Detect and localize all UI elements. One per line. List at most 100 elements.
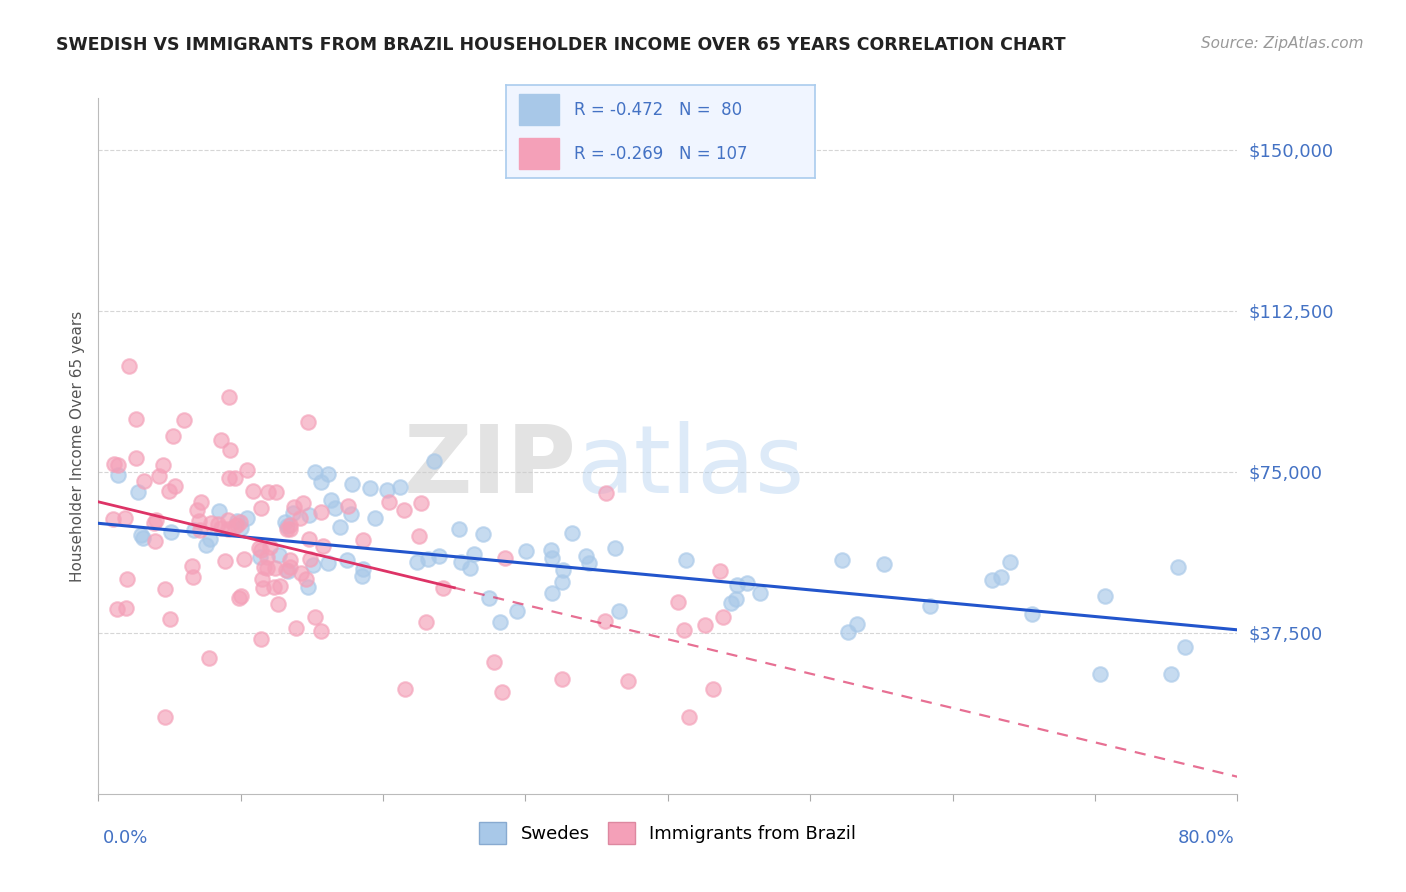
Point (157, 484, 180, 499)
Point (103, 457, 125, 471)
Point (295, 572, 318, 586)
Point (725, 578, 748, 592)
Point (114, 510, 136, 524)
Point (711, 610, 734, 624)
Point (489, 615, 512, 630)
Point (274, 515, 297, 529)
Point (127, 484, 149, 499)
Point (280, 553, 302, 567)
Point (494, 550, 516, 565)
Point (427, 549, 450, 564)
Point (394, 681, 416, 696)
Point (675, 552, 697, 566)
Point (352, 562, 374, 576)
Point (352, 569, 374, 583)
Point (253, 559, 276, 574)
Point (725, 591, 748, 606)
Point (595, 486, 617, 500)
Point (515, 543, 537, 558)
Point (352, 533, 374, 548)
Point (482, 655, 505, 669)
Point (709, 564, 731, 578)
Point (340, 477, 363, 491)
Point (218, 390, 240, 404)
Point (1000, 555, 1022, 569)
Point (115, 572, 138, 586)
Point (831, 553, 853, 567)
Point (578, 556, 600, 570)
Point (749, 586, 772, 600)
Point (720, 596, 742, 610)
Point (233, 551, 256, 566)
Point (263, 580, 285, 594)
Point (278, 518, 301, 533)
Point (256, 549, 278, 564)
Point (735, 575, 758, 590)
Point (173, 413, 195, 427)
Text: atlas: atlas (576, 421, 806, 513)
Point (561, 526, 583, 541)
Point (575, 549, 598, 563)
Point (920, 599, 942, 614)
Point (159, 612, 181, 626)
Point (242, 484, 264, 499)
Point (491, 685, 513, 699)
Point (188, 523, 211, 537)
Point (309, 505, 332, 519)
Point (229, 521, 252, 535)
Point (198, 651, 221, 665)
Point (678, 709, 700, 723)
Point (607, 604, 630, 618)
Point (229, 589, 252, 603)
Point (477, 591, 499, 606)
Point (276, 522, 298, 536)
Point (107, 467, 129, 482)
Point (1021, 607, 1043, 622)
Point (134, 474, 156, 488)
Point (312, 539, 335, 553)
Point (408, 529, 430, 543)
Point (873, 557, 896, 571)
Point (304, 465, 326, 479)
Point (252, 572, 274, 586)
Point (124, 451, 146, 466)
Point (148, 469, 170, 483)
Point (329, 520, 352, 534)
Point (359, 481, 381, 495)
Point (309, 475, 332, 490)
Point (364, 511, 387, 525)
Point (217, 522, 239, 536)
Point (666, 595, 689, 609)
Point (249, 500, 271, 515)
Point (160, 524, 183, 539)
Point (1174, 640, 1197, 654)
Point (593, 614, 616, 628)
Text: 80.0%: 80.0% (1178, 829, 1234, 847)
Point (276, 563, 298, 577)
Point (219, 442, 242, 457)
Point (415, 615, 437, 629)
Point (226, 518, 249, 533)
Point (155, 582, 177, 596)
Point (297, 415, 319, 429)
Point (224, 519, 246, 533)
Point (298, 552, 321, 566)
Point (236, 463, 259, 477)
Point (336, 499, 359, 513)
Point (288, 511, 311, 525)
Point (298, 508, 321, 522)
Point (423, 454, 446, 468)
Text: R = -0.269   N = 107: R = -0.269 N = 107 (574, 145, 748, 162)
Point (846, 616, 869, 631)
Point (259, 540, 281, 554)
Point (1160, 666, 1182, 681)
Point (153, 709, 176, 723)
Point (309, 624, 332, 639)
Point (214, 554, 236, 568)
Point (540, 543, 562, 558)
Point (297, 580, 319, 594)
Point (183, 523, 205, 537)
Point (152, 458, 174, 473)
Point (129, 527, 152, 541)
Point (269, 578, 291, 592)
